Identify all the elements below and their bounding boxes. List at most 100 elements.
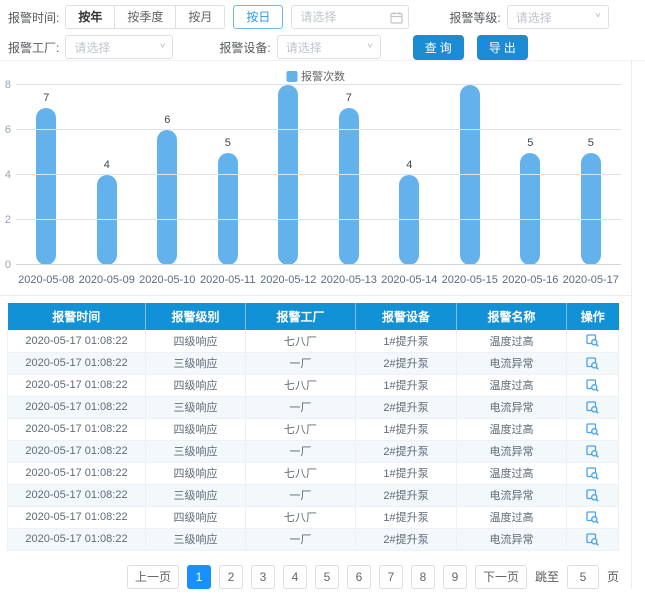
jump-to-label: 跳至 (534, 570, 559, 584)
time-granularity-button[interactable]: 按年 (66, 6, 116, 28)
alarm-factory-placeholder: 请选择 (74, 40, 111, 55)
chevron-down-icon: ∨ (159, 41, 167, 50)
next-page-button[interactable]: 下一页 (474, 564, 527, 589)
table-cell: 三级响应 (145, 352, 246, 375)
bar: 6 (157, 114, 178, 265)
table-cell: 温度过高 (456, 506, 567, 529)
page-number-button[interactable]: 1 (186, 564, 211, 589)
bar-value-label: 6 (164, 114, 171, 126)
gridline (16, 84, 621, 85)
x-axis-tick-label: 2020-05-16 (502, 274, 559, 286)
table-cell-action (566, 418, 619, 441)
view-details-icon[interactable] (586, 510, 599, 524)
time-granularity-button[interactable]: 按月 (176, 6, 225, 28)
chart-slot: 7 2020-05-08 (16, 85, 77, 287)
page-number-button[interactable]: 4 (282, 564, 307, 589)
table-row: 2020-05-17 01:08:22 三级响应 一厂 2#提升泵 电流异常 (7, 484, 619, 507)
alarm-count-chart: 报警次数 7 2020-05-08 4 2020-05-09 6 2020-05-10 5 2… (0, 61, 631, 296)
bar-value-label: 7 (43, 91, 50, 104)
table-cell: 1#提升泵 (355, 506, 457, 529)
page-number-button[interactable]: 6 (346, 564, 371, 589)
alarm-level-select[interactable]: 请选择 ∨ (506, 5, 609, 29)
chevron-down-icon: ∨ (594, 11, 602, 20)
view-details-icon[interactable] (586, 356, 599, 370)
date-picker-input[interactable] (292, 6, 409, 28)
bar: 5 (580, 137, 601, 265)
bar: 5 (520, 137, 541, 265)
alarm-device-select[interactable]: 请选择 ∨ (276, 35, 381, 59)
view-details-icon[interactable] (586, 378, 599, 392)
legend-item-alarm-count[interactable]: 报警次数 (286, 68, 345, 84)
bar-value-label: 4 (103, 159, 110, 171)
alarm-device-label: 报警设备: (219, 40, 271, 55)
page-number-button[interactable]: 7 (378, 564, 403, 589)
y-axis-tick-label: 2 (4, 214, 11, 226)
table-cell: 三级响应 (145, 484, 246, 507)
bar: 7 (338, 92, 359, 265)
table-row: 2020-05-17 01:08:22 三级响应 一厂 2#提升泵 电流异常 (7, 352, 619, 375)
table-row: 2020-05-17 01:08:22 三级响应 一厂 2#提升泵 电流异常 (7, 396, 619, 419)
view-details-icon[interactable] (586, 532, 599, 546)
jump-to-page-input[interactable] (566, 564, 599, 589)
time-granularity-button[interactable]: 按季度 (115, 6, 177, 28)
page-number-button[interactable]: 8 (410, 564, 435, 589)
table-cell: 温度过高 (456, 418, 567, 441)
alarm-time-label: 报警时间: (8, 10, 60, 25)
prev-page-button[interactable]: 上一页 (126, 564, 179, 589)
table-row: 2020-05-17 01:08:22 三级响应 一厂 2#提升泵 电流异常 (7, 440, 619, 463)
table-cell: 2#提升泵 (355, 528, 457, 551)
table-body: 2020-05-17 01:08:22 四级响应 七八厂 1#提升泵 温度过高 2020-… (7, 330, 619, 551)
x-axis-tick-label: 2020-05-12 (260, 274, 317, 286)
x-axis-tick-label: 2020-05-11 (200, 274, 256, 286)
table-cell: 2020-05-17 01:08:22 (7, 418, 146, 441)
table-cell: 温度过高 (456, 330, 567, 353)
view-details-icon[interactable] (586, 488, 599, 502)
legend-marker (286, 70, 297, 82)
view-details-icon[interactable] (586, 422, 599, 436)
bar (278, 85, 299, 265)
query-button[interactable]: 查询 (412, 34, 464, 60)
table-cell-action (566, 484, 619, 507)
chart-slot: 5 2020-05-17 (561, 85, 622, 287)
page-number-button[interactable]: 3 (250, 564, 275, 589)
page-number-button[interactable]: 5 (314, 564, 339, 589)
table-row: 2020-05-17 01:08:22 四级响应 七八厂 1#提升泵 温度过高 (7, 462, 619, 485)
page-number-button[interactable]: 2 (218, 564, 243, 589)
table-cell: 七八厂 (245, 330, 356, 353)
bar-value-label: 5 (527, 136, 534, 149)
x-axis-tick-label: 2020-05-09 (78, 274, 135, 286)
table-cell: 七八厂 (245, 374, 356, 397)
table-row: 2020-05-17 01:08:22 三级响应 一厂 2#提升泵 电流异常 (7, 528, 619, 551)
view-details-icon[interactable] (586, 466, 599, 480)
table-cell-action (566, 330, 619, 353)
alarm-device-placeholder: 请选择 (285, 40, 322, 55)
export-button[interactable]: 导出 (476, 34, 528, 60)
table-cell: 三级响应 (145, 528, 246, 551)
table-header-cell: 报警级别 (145, 303, 246, 330)
alarm-factory-select[interactable]: 请选择 ∨ (65, 35, 174, 59)
page-number-button[interactable]: 9 (442, 564, 467, 589)
alarm-table: 报警时间 报警级别 报警工厂 报警设备 报警名称 操作 2020-05-17 01:08:… (7, 303, 619, 551)
view-details-icon[interactable] (586, 444, 599, 458)
table-header-cell: 报警时间 (7, 303, 146, 330)
bar: 4 (399, 159, 420, 265)
y-axis-tick-label: 6 (4, 124, 11, 136)
table-header-cell: 报警工厂 (245, 303, 356, 330)
x-axis-tick-label: 2020-05-15 (441, 274, 498, 286)
table-cell: 电流异常 (456, 484, 567, 507)
view-details-icon[interactable] (586, 334, 599, 347)
bar: 4 (96, 159, 117, 265)
chart-slot: 7 2020-05-13 (319, 85, 380, 287)
x-axis-tick-label: 2020-05-10 (139, 274, 196, 286)
table-header-cell: 报警设备 (355, 303, 457, 330)
table-cell: 电流异常 (456, 528, 567, 551)
filter-row-scope: 报警工厂: 请选择 ∨ 报警设备: 请选择 ∨ 查询 导出 (8, 34, 637, 60)
x-axis-tick-label: 2020-05-13 (320, 274, 377, 286)
view-details-icon[interactable] (586, 400, 599, 414)
chart-slot: 5 2020-05-16 (500, 85, 561, 287)
table-header-row: 报警时间 报警级别 报警工厂 报警设备 报警名称 操作 (7, 303, 619, 330)
by-day-button[interactable]: 按日 (233, 5, 284, 29)
date-picker[interactable] (291, 5, 410, 29)
chart-plot: 7 2020-05-08 4 2020-05-09 6 2020-05-10 5 2020-0… (5, 79, 622, 287)
